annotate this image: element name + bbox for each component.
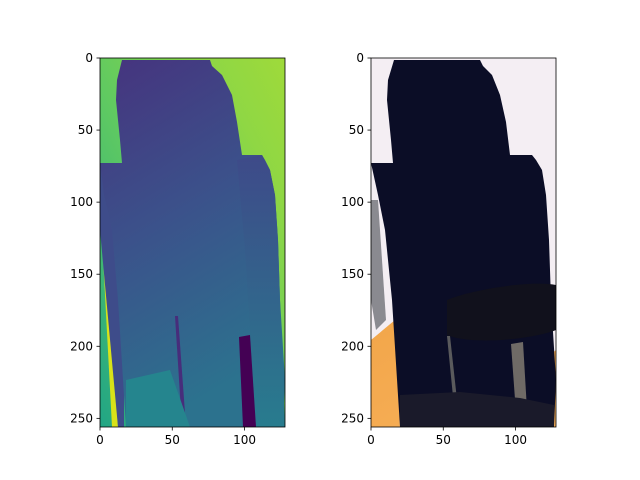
left-y-tick-label: 0 xyxy=(85,51,93,65)
right-y-tick-label: 150 xyxy=(341,267,364,281)
right-axes-frame xyxy=(370,57,557,428)
depth-object-body xyxy=(100,60,285,427)
right-y-tick-label: 0 xyxy=(356,51,364,65)
rgb-wall-gray-edge xyxy=(371,200,386,330)
left-x-tick-label: 100 xyxy=(233,433,256,447)
right-x-tick-label: 100 xyxy=(504,433,527,447)
left-y-tick-label: 250 xyxy=(70,411,93,425)
rgb-bottom-shadow xyxy=(400,392,554,427)
right-y-tick-label: 100 xyxy=(341,195,364,209)
right-x-tick-label: 0 xyxy=(367,433,375,447)
depth-image-panel xyxy=(100,58,285,427)
depth-thin-leg xyxy=(175,316,186,427)
depth-dark-leg xyxy=(239,335,256,427)
depth-bottom-teal xyxy=(126,370,190,427)
left-x-tick-label: 0 xyxy=(96,433,104,447)
rgb-image-panel xyxy=(371,58,556,427)
depth-object-right-part xyxy=(237,155,285,427)
left-y-tick-label: 50 xyxy=(78,123,93,137)
rgb-chair-seat xyxy=(447,283,556,341)
left-y-tick-label: 200 xyxy=(70,339,93,353)
right-y-tick-label: 250 xyxy=(341,411,364,425)
left-y-tick-label: 150 xyxy=(70,267,93,281)
left-x-tick-label: 50 xyxy=(165,433,180,447)
right-x-tick-label: 50 xyxy=(436,433,451,447)
right-y-tick-label: 50 xyxy=(349,123,364,137)
right-y-tick-label: 200 xyxy=(341,339,364,353)
left-axes-frame xyxy=(99,57,286,428)
left-y-tick-label: 100 xyxy=(70,195,93,209)
